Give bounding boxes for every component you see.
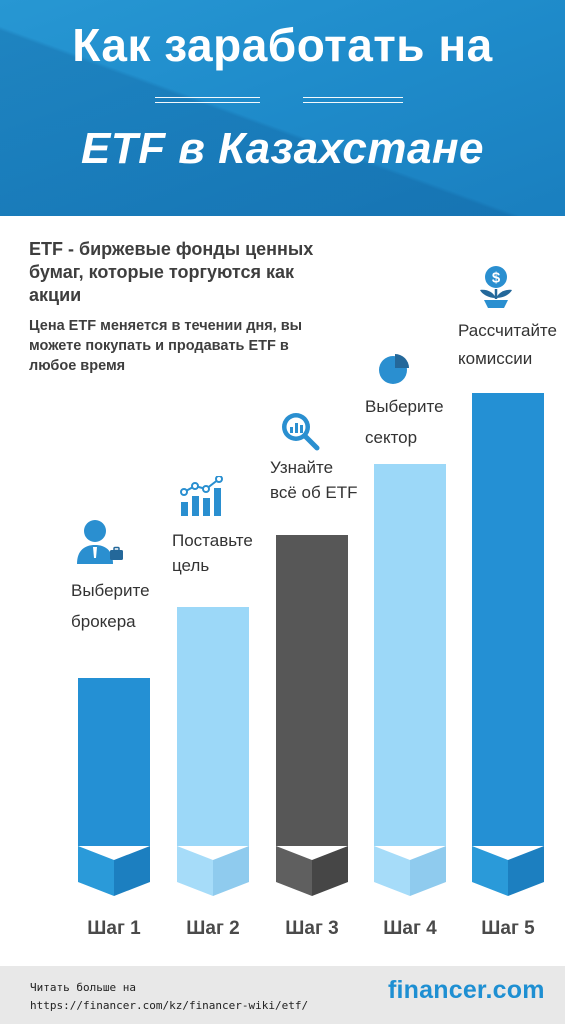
step-4-caption: Выберите сектор — [365, 394, 444, 450]
step-2-bar-base — [177, 846, 249, 896]
step-1-bar-base — [78, 846, 150, 896]
header-banner — [0, 0, 565, 216]
step-3-caption-line-2: всё об ETF — [270, 483, 358, 502]
step-3-caption-line-1: Узнайте — [270, 458, 334, 477]
step-4-caption-line-2: сектор — [365, 428, 418, 447]
step-1-bar — [78, 678, 150, 846]
step-1-caption: Выберите брокера — [71, 578, 150, 634]
title-line-1: Как заработать на — [72, 19, 493, 71]
step-5-label: Шаг 5 — [481, 918, 535, 939]
step-1-label: Шаг 1 — [87, 918, 141, 939]
title-divider-right-2 — [303, 102, 403, 103]
title-line-2: ETF в Казахстане — [80, 124, 485, 173]
magnifier-chart-icon — [282, 413, 320, 451]
step-5-bar-base — [472, 846, 544, 896]
step-4-label: Шаг 4 — [383, 918, 437, 939]
step-4-bar-base — [374, 846, 446, 896]
step-3-caption: Узнайте всё об ETF — [270, 455, 358, 505]
intro-description: Цена ETF меняется в течении дня, вы може… — [29, 318, 303, 374]
svg-text:$: $ — [492, 270, 501, 287]
step-4-caption-line-1: Выберите — [365, 397, 444, 416]
step-2-caption-line-2: цель — [172, 556, 210, 575]
step-1-caption-line-1: Выберите — [71, 581, 150, 600]
step-3-bar-base — [276, 846, 348, 896]
step-3-bar — [276, 535, 348, 846]
intro-definition: ETF - биржевые фонды ценных бумаг, котор… — [29, 239, 314, 305]
brand-logo[interactable]: financer.com — [388, 976, 545, 1004]
title-divider-left-2 — [155, 102, 260, 103]
step-2-bar — [177, 607, 249, 846]
step-2-caption: Поставьте цель — [172, 528, 253, 578]
step-4-bar — [374, 464, 446, 846]
step-5-caption-line-1: Рассчитайте — [458, 321, 557, 340]
step-2-caption-line-1: Поставьте — [172, 531, 253, 550]
header-diagonal-shade — [0, 0, 565, 216]
step-5-caption: Рассчитайте комиссии — [458, 318, 557, 371]
footer-bar — [0, 966, 565, 1024]
step-2-label: Шаг 2 — [186, 918, 240, 939]
footer-read-more: Читать больше на — [30, 981, 136, 994]
dollar-plant-icon: $ — [480, 266, 512, 308]
broker-person-icon — [77, 520, 123, 564]
step-3-label: Шаг 3 — [285, 918, 339, 939]
growth-chart-icon — [180, 476, 223, 516]
title-divider-right — [303, 97, 403, 98]
title-divider-left — [155, 97, 260, 98]
footer-source-link[interactable]: https://financer.com/kz/financer-wiki/et… — [30, 999, 309, 1012]
step-5-caption-line-2: комиссии — [458, 349, 533, 368]
step-5-bar — [472, 393, 544, 846]
step-1-caption-line-2: брокера — [71, 612, 136, 631]
pie-chart-icon — [379, 354, 409, 384]
